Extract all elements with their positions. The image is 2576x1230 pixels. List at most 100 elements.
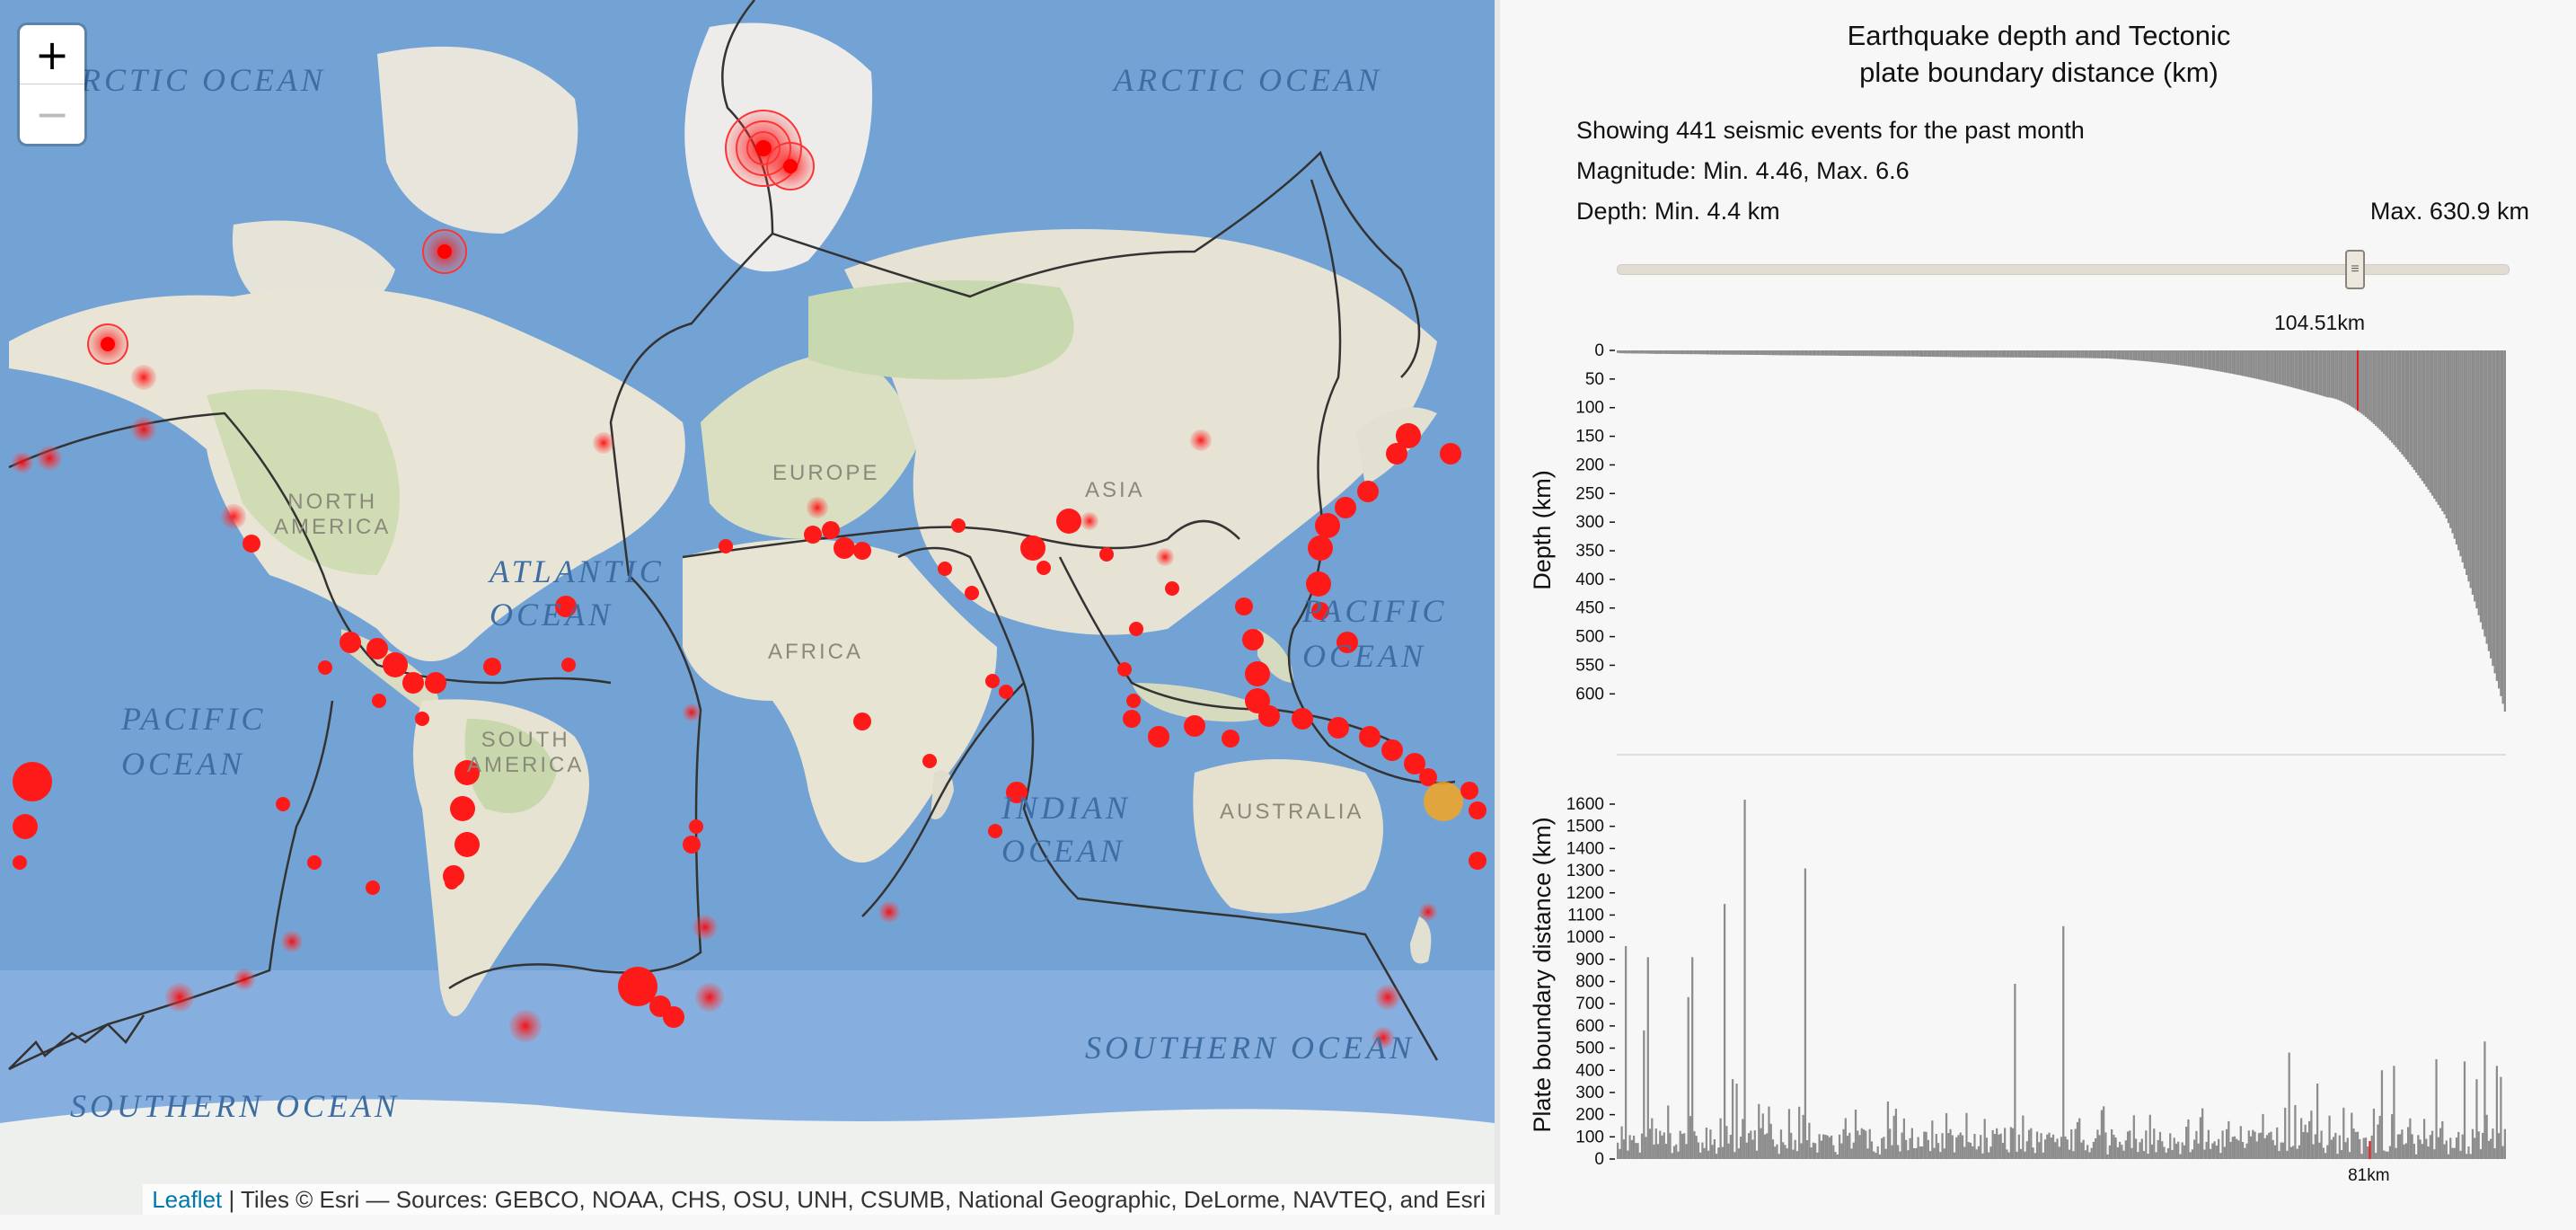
depth-bar	[1628, 350, 1631, 354]
depth-bar	[1617, 350, 1619, 353]
depth-bar	[2414, 350, 2418, 473]
distance-bar	[2118, 1141, 2122, 1159]
depth-bar	[1755, 350, 1759, 355]
distance-bar	[1826, 1135, 1829, 1159]
depth-bar	[2155, 350, 2157, 363]
distance-bar	[2054, 1142, 2057, 1159]
depth-bar	[2276, 350, 2279, 384]
distance-bar	[1862, 1129, 1866, 1159]
distance-bar	[2281, 1142, 2285, 1159]
depth-bar	[2254, 350, 2256, 379]
distance-bar	[2122, 1150, 2125, 1159]
distance-bar	[1991, 1129, 1994, 1159]
distance-bar	[1830, 1135, 1833, 1159]
distance-bar	[1873, 1151, 1875, 1159]
depth-bar	[2292, 350, 2295, 388]
distance-bar	[2033, 1153, 2036, 1159]
distance-bar	[1965, 1112, 1968, 1159]
distance-bar	[2377, 1124, 2379, 1159]
distance-bar	[1985, 1137, 1989, 1159]
depth-bar	[1750, 350, 1752, 355]
depth-bar	[1729, 350, 1732, 355]
distance-bar	[2482, 1133, 2484, 1159]
distance-bar	[2430, 1130, 2434, 1159]
distance-bar	[1816, 1152, 1819, 1159]
depth-bar	[2201, 350, 2204, 369]
map-view[interactable]: RCTIC OCEAN ARCTIC OCEAN ATLANTIC OCEAN …	[0, 0, 1495, 1215]
depth-bar	[1894, 350, 1898, 357]
depth-bar	[2391, 350, 2394, 443]
depth-bar	[2086, 350, 2089, 358]
depth-bar	[2139, 350, 2141, 361]
depth-bar	[2064, 350, 2067, 358]
distance-bar	[1915, 1147, 1918, 1159]
distance-bar	[2169, 1133, 2172, 1159]
leaflet-link[interactable]: Leaflet	[152, 1186, 223, 1213]
distance-bar	[2217, 1138, 2220, 1159]
distance-bar	[1973, 1134, 1976, 1159]
depth-bar	[1671, 350, 1673, 354]
depth-bar	[2385, 350, 2387, 437]
depth-bar	[2411, 350, 2413, 467]
distance-bar	[1858, 1135, 1861, 1159]
depth-bar	[2272, 350, 2274, 383]
distance-bar	[2048, 1132, 2051, 1159]
zoom-in-button[interactable]: +	[20, 25, 84, 84]
distance-bar	[2302, 1132, 2305, 1159]
distance-bar	[1993, 1134, 1997, 1159]
depth-bar	[1878, 350, 1882, 357]
distance-bar	[2070, 1128, 2073, 1159]
depth-bar	[2009, 350, 2012, 358]
distance-bar	[2225, 1128, 2228, 1159]
distance-bar	[2479, 1149, 2483, 1159]
distance-tick-label: 1200	[1566, 884, 1604, 903]
depth-bar	[2492, 350, 2494, 667]
distance-bar	[2254, 1131, 2256, 1159]
distance-bar	[1842, 1128, 1845, 1159]
depth-bar	[2024, 350, 2026, 358]
depth-bar	[2038, 350, 2041, 358]
distance-bar	[1798, 1106, 1801, 1159]
distance-bar	[2027, 1129, 2031, 1159]
distance-bar	[1828, 1137, 1831, 1159]
depth-bar	[1848, 350, 1851, 357]
depth-bar	[2356, 350, 2360, 411]
zoom-out-button[interactable]: −	[34, 89, 70, 138]
depth-bar	[1913, 350, 1916, 357]
depth-bar	[2163, 350, 2166, 364]
depth-bar	[1866, 350, 1869, 357]
depth-bar	[2445, 350, 2448, 519]
distance-bar	[2370, 1135, 2373, 1159]
distance-bar	[2245, 1143, 2248, 1159]
depth-bar	[2124, 350, 2127, 360]
distance-tick-label: 0	[1594, 1150, 1604, 1169]
distance-bar	[2437, 1137, 2439, 1159]
distance-bar	[2145, 1130, 2148, 1159]
map-divider	[1495, 0, 1500, 1215]
depth-slider-track[interactable]	[1617, 264, 2510, 275]
depth-bar	[2231, 350, 2234, 375]
depth-bar	[2346, 350, 2349, 405]
distance-bar	[2469, 1154, 2472, 1159]
depth-bar	[1731, 350, 1734, 355]
depth-bar	[1814, 350, 1817, 356]
depth-bar	[1838, 350, 1841, 356]
depth-bar	[2429, 350, 2431, 493]
depth-bar	[1868, 350, 1871, 357]
distance-bar	[2344, 1142, 2347, 1159]
depth-bar	[2121, 350, 2123, 359]
distance-tick-label: 1400	[1566, 839, 1604, 858]
distance-bar	[2445, 1140, 2448, 1159]
depth-bar	[1630, 350, 1633, 354]
depth-bar	[1800, 350, 1803, 356]
depth-bar	[1778, 350, 1780, 356]
depth-bar	[1810, 350, 1813, 356]
distance-bar	[1844, 1118, 1847, 1159]
continent-label: AFRICA	[768, 640, 864, 664]
depth-slider-handle[interactable]: ≡	[2345, 250, 2365, 289]
depth-bar	[1643, 350, 1645, 354]
distance-bar	[1703, 1147, 1706, 1159]
depth-bar	[1669, 350, 1672, 354]
distance-bar	[2236, 1138, 2238, 1159]
distance-bar	[2004, 1128, 2007, 1159]
